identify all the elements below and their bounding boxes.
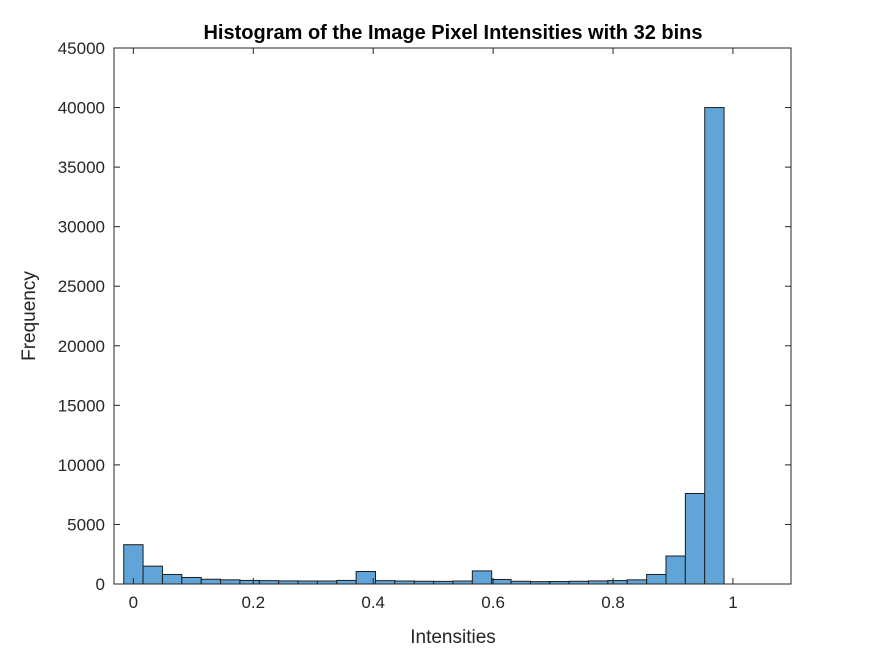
histogram-bar <box>374 580 396 585</box>
y-tick-label: 35000 <box>58 158 105 177</box>
x-tick-label: 0.8 <box>601 593 625 612</box>
histogram-bars <box>123 107 725 585</box>
x-tick-label: 0.4 <box>361 593 385 612</box>
histogram-bar <box>142 565 163 585</box>
histogram-bar <box>239 579 260 585</box>
histogram-bar <box>491 578 512 585</box>
histogram-bar <box>607 580 628 585</box>
x-tick-label: 0.2 <box>241 593 265 612</box>
y-tick-label: 20000 <box>58 337 105 356</box>
y-axis-label: Frequency <box>19 271 40 361</box>
histogram-bar <box>220 579 241 585</box>
y-tick-label: 25000 <box>58 277 105 296</box>
y-tick-label: 45000 <box>58 39 105 58</box>
y-tick-label: 15000 <box>58 396 105 415</box>
histogram-bar <box>704 107 725 585</box>
chart-title: Histogram of the Image Pixel Intensities… <box>203 22 702 44</box>
histogram-bar <box>181 576 202 585</box>
histogram-bar <box>471 570 493 585</box>
axes-box <box>113 47 792 585</box>
histogram-bar <box>626 579 648 585</box>
histogram-bar <box>258 580 280 585</box>
y-tick-label: 10000 <box>58 456 105 475</box>
histogram-bar <box>336 579 357 585</box>
histogram-bar <box>355 570 376 585</box>
histogram-bar <box>684 492 706 585</box>
x-tick-label: 1 <box>728 593 737 612</box>
y-tick-label: 30000 <box>58 218 105 237</box>
x-axis-label: Intensities <box>410 627 496 648</box>
histogram-bar <box>665 555 686 585</box>
axis-ticks: 0 0.2 0.4 0.6 0.8 1 0 5000 10000 15000 20000 25000 3… <box>58 39 791 612</box>
y-tick-label: 40000 <box>58 99 105 118</box>
y-tick-label: 5000 <box>67 515 105 534</box>
histogram-bar <box>200 578 222 585</box>
x-tick-label: 0.6 <box>481 593 505 612</box>
histogram-bar <box>646 573 667 585</box>
histogram-bar <box>161 573 183 585</box>
plot-area <box>114 48 791 584</box>
x-tick-label: 0 <box>129 593 138 612</box>
y-tick-label: 0 <box>96 575 105 594</box>
